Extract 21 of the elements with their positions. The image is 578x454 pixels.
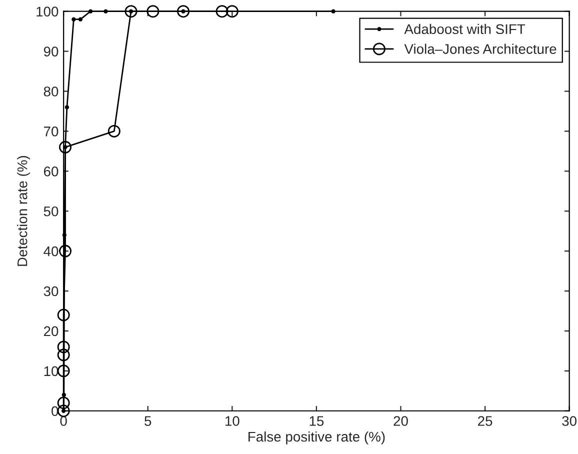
y-tick-label: 50 [44, 206, 58, 216]
y-tick-label: 40 [44, 246, 58, 256]
y-axis-title: Detection rate (%) [17, 156, 30, 266]
y-tick-label: 70 [44, 126, 58, 136]
legend-label: Viola–Jones Architecture [404, 44, 556, 54]
x-tick-label: 5 [144, 416, 152, 426]
y-tick-label: 20 [44, 326, 58, 336]
y-tick-label: 30 [44, 286, 58, 296]
y-tick-label: 10 [44, 366, 58, 376]
legend-label: Adaboost with SIFT [404, 24, 526, 34]
x-axis-title: False positive rate (%) [248, 431, 385, 444]
x-tick-label: 30 [562, 416, 577, 426]
y-tick-label: 80 [44, 86, 58, 96]
y-tick-label: 90 [44, 46, 58, 56]
x-tick-label: 15 [310, 416, 324, 426]
x-tick-label: 25 [478, 416, 492, 426]
x-tick-label: 20 [394, 416, 408, 426]
y-tick-label: 100 [36, 6, 58, 17]
y-tick-label: 60 [44, 166, 58, 176]
y-tick-label: 0 [52, 406, 58, 416]
x-tick-label: 10 [226, 416, 240, 426]
